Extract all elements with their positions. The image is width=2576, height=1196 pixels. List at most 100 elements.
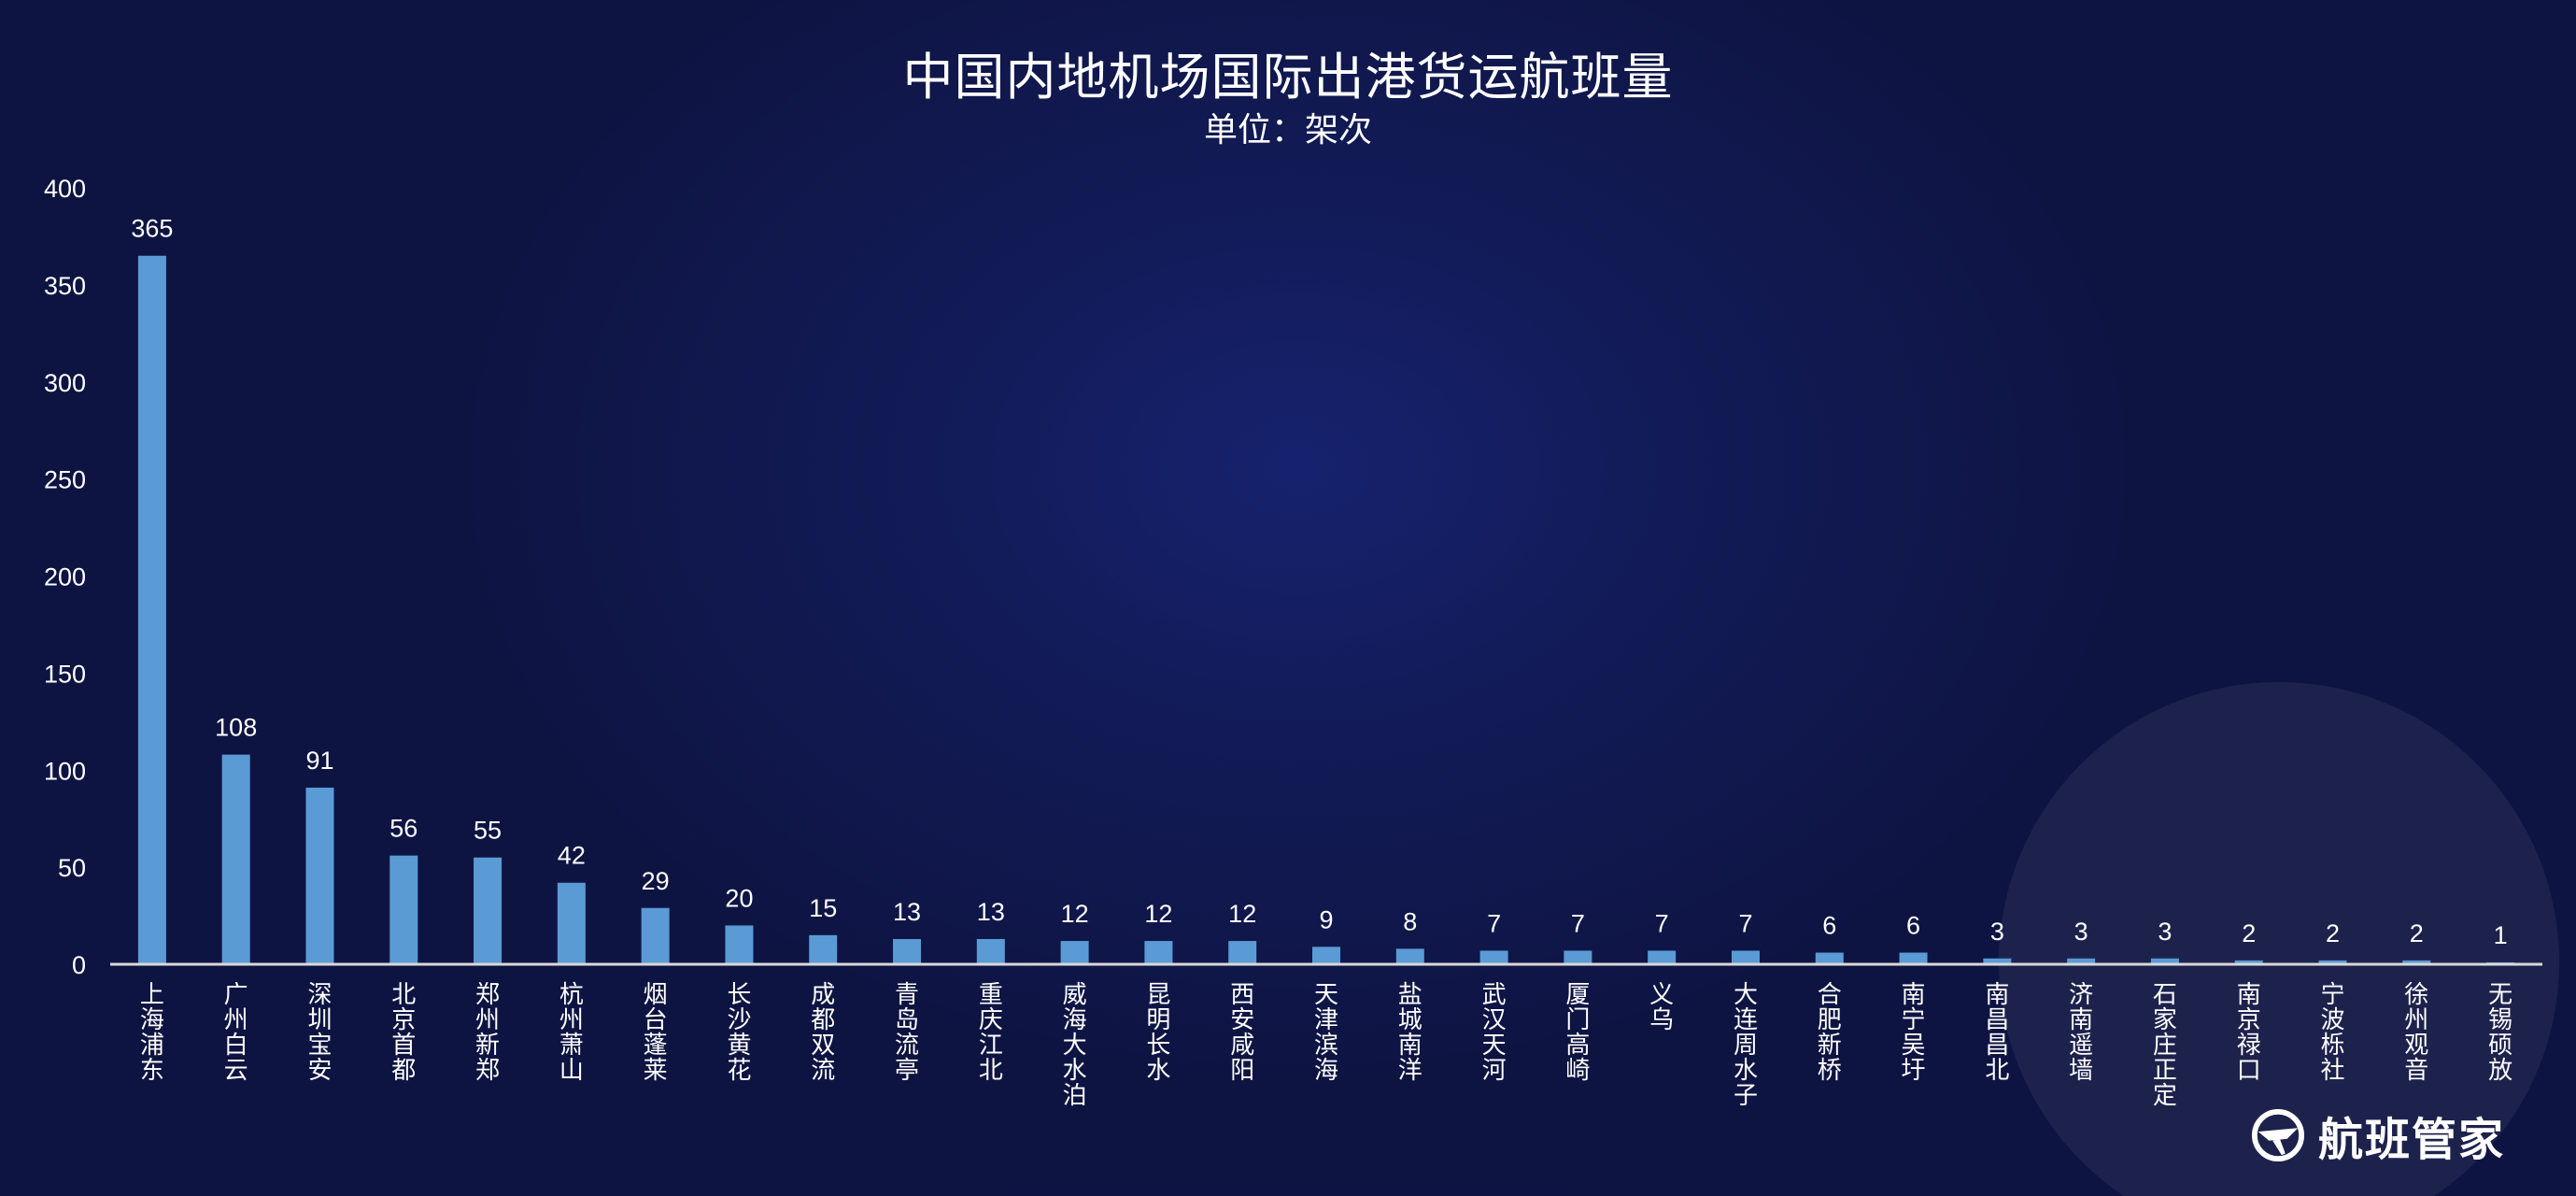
y-tick-label: 250 bbox=[44, 466, 86, 494]
x-tick-label: 宁波栎社 bbox=[2321, 981, 2345, 1085]
y-axis: 0 50 100 150 200 250 300 350 400 bbox=[44, 175, 86, 979]
bar bbox=[1144, 941, 1173, 964]
data-label: 91 bbox=[305, 747, 333, 775]
y-tick-label: 0 bbox=[72, 951, 86, 979]
x-tick-label: 威海大水泊 bbox=[1063, 981, 1087, 1110]
x-tick-label: 重庆江北 bbox=[979, 981, 1003, 1085]
bar bbox=[1731, 950, 1760, 964]
chart-title: 中国内地机场国际出港货运航班量 bbox=[902, 48, 1674, 107]
x-tick-label: 上海浦东 bbox=[140, 981, 164, 1085]
bar bbox=[1228, 941, 1257, 964]
x-tick-label: 昆明长水 bbox=[1146, 981, 1170, 1085]
x-tick-label: 无锡硕放 bbox=[2488, 981, 2512, 1085]
bar bbox=[1648, 950, 1677, 964]
data-label: 1 bbox=[2494, 921, 2508, 949]
x-tick-label: 大连周水子 bbox=[1734, 981, 1758, 1110]
x-tick-label: 烟台蓬莱 bbox=[644, 981, 668, 1085]
x-tick-label: 天津滨海 bbox=[1314, 981, 1338, 1085]
x-tick-label: 北京首都 bbox=[391, 981, 416, 1085]
x-tick-label: 青岛流亭 bbox=[895, 981, 919, 1085]
x-tick-label: 成都双流 bbox=[811, 981, 835, 1085]
data-label: 3 bbox=[2074, 918, 2088, 946]
bar bbox=[1564, 950, 1592, 964]
data-label: 9 bbox=[1319, 905, 1333, 933]
data-label: 13 bbox=[893, 898, 921, 926]
data-label: 6 bbox=[1822, 912, 1836, 940]
x-tick-label: 南宁吴圩 bbox=[1902, 981, 1926, 1085]
x-tick-label: 广州白云 bbox=[224, 981, 248, 1085]
x-tick-label: 深圳宝安 bbox=[307, 981, 332, 1085]
bar bbox=[725, 925, 754, 964]
data-label: 12 bbox=[1228, 900, 1256, 928]
y-tick-label: 400 bbox=[44, 175, 86, 203]
watermark-logo-icon bbox=[1999, 682, 2559, 1196]
data-label: 29 bbox=[642, 867, 670, 895]
bar bbox=[976, 938, 1005, 964]
y-tick-label: 200 bbox=[44, 563, 86, 591]
data-label: 56 bbox=[389, 815, 418, 843]
x-tick-label: 西安咸阳 bbox=[1230, 981, 1254, 1085]
bar bbox=[809, 934, 838, 964]
x-tick-label: 郑州新郑 bbox=[475, 981, 500, 1085]
data-label: 6 bbox=[1906, 912, 1920, 940]
bar bbox=[1815, 952, 1844, 964]
x-tick-label: 武汉天河 bbox=[1482, 981, 1507, 1085]
bar bbox=[557, 882, 586, 964]
x-tick-label: 盐城南洋 bbox=[1398, 981, 1422, 1085]
bar bbox=[1479, 950, 1508, 964]
bar bbox=[389, 855, 418, 964]
data-label: 15 bbox=[809, 894, 837, 922]
data-label: 8 bbox=[1403, 907, 1417, 935]
bar bbox=[1395, 948, 1424, 964]
bar bbox=[1983, 958, 2012, 964]
data-label: 3 bbox=[1990, 918, 2004, 946]
x-tick-label: 杭州萧山 bbox=[559, 981, 584, 1085]
bar bbox=[1899, 952, 1928, 964]
y-tick-label: 50 bbox=[58, 854, 86, 882]
brand: 航班管家 bbox=[2251, 1103, 2505, 1168]
brand-name: 航班管家 bbox=[2318, 1114, 2506, 1166]
x-axis: 上海浦东 广州白云 深圳宝安 北京首都 郑州新郑 杭州萧山 烟台蓬莱 长沙黄花 成都双流 青岛流亭… bbox=[110, 962, 2542, 1110]
data-label: 3 bbox=[2158, 918, 2172, 946]
bar bbox=[641, 907, 670, 964]
bar bbox=[2067, 958, 2096, 964]
plane-globe-logo-icon bbox=[2251, 1108, 2305, 1162]
bar bbox=[2318, 960, 2347, 964]
data-label: 7 bbox=[1571, 909, 1585, 937]
data-label: 2 bbox=[2326, 919, 2340, 947]
x-tick-label: 南京禄口 bbox=[2237, 981, 2261, 1085]
x-tick-label: 义乌 bbox=[1649, 981, 1674, 1034]
y-tick-label: 350 bbox=[44, 272, 86, 300]
bar bbox=[305, 787, 334, 964]
data-label: 108 bbox=[215, 714, 257, 742]
bar bbox=[474, 857, 502, 964]
bar bbox=[2234, 960, 2263, 964]
bars bbox=[137, 255, 2515, 964]
y-tick-label: 100 bbox=[44, 757, 86, 785]
data-label: 7 bbox=[1738, 909, 1752, 937]
x-tick-label: 济南遥墙 bbox=[2069, 981, 2093, 1085]
bar bbox=[1060, 941, 1089, 964]
data-label: 42 bbox=[558, 842, 586, 870]
x-tick-label: 长沙黄花 bbox=[727, 981, 751, 1085]
x-tick-label: 徐州观音 bbox=[2404, 981, 2428, 1085]
data-label: 2 bbox=[2242, 919, 2256, 947]
bar bbox=[137, 255, 166, 964]
data-label: 2 bbox=[2410, 919, 2424, 947]
data-label: 7 bbox=[1655, 909, 1669, 937]
data-label: 13 bbox=[977, 898, 1005, 926]
data-label: 12 bbox=[1061, 900, 1089, 928]
bar bbox=[2402, 960, 2431, 964]
data-label: 7 bbox=[1487, 909, 1501, 937]
data-label: 365 bbox=[131, 215, 173, 243]
chart-subtitle: 单位：架次 bbox=[1203, 111, 1372, 150]
data-label: 55 bbox=[474, 817, 502, 845]
y-tick-label: 300 bbox=[44, 369, 86, 397]
bar bbox=[221, 754, 250, 964]
y-tick-label: 150 bbox=[44, 660, 86, 688]
x-tick-label: 石家庄正定 bbox=[2153, 981, 2177, 1110]
bar bbox=[2150, 958, 2179, 964]
bar bbox=[1312, 947, 1340, 964]
